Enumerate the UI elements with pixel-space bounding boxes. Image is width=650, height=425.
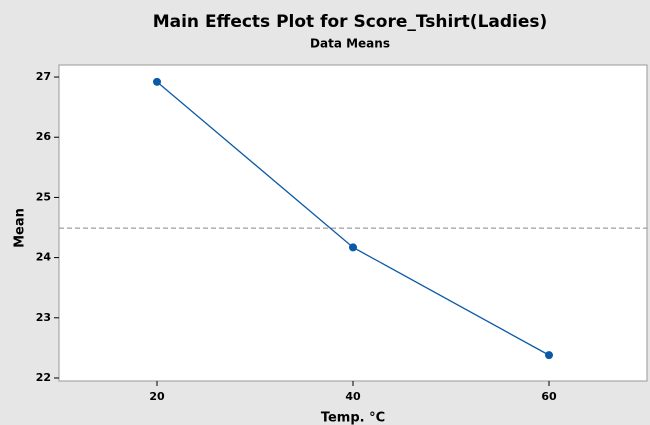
data-point <box>349 243 357 252</box>
chart-title: Main Effects Plot for Score_Tshirt(Ladie… <box>153 12 548 32</box>
y-tick-label: 27 <box>36 70 51 83</box>
data-point <box>545 351 553 360</box>
x-axis-label: Temp. °C <box>321 411 385 425</box>
x-tick-label: 20 <box>149 390 165 403</box>
x-tick-label: 40 <box>345 390 361 403</box>
chart-subtitle: Data Means <box>310 37 390 51</box>
x-tick-label: 60 <box>541 390 557 403</box>
y-axis-label: Mean <box>13 208 28 248</box>
y-tick-label: 24 <box>36 251 52 264</box>
data-point <box>153 77 161 86</box>
y-tick-label: 25 <box>36 190 51 203</box>
plot-area <box>58 64 648 382</box>
y-tick-label: 26 <box>36 130 52 143</box>
y-tick-label: 23 <box>36 311 51 324</box>
y-tick-label: 22 <box>36 371 51 384</box>
